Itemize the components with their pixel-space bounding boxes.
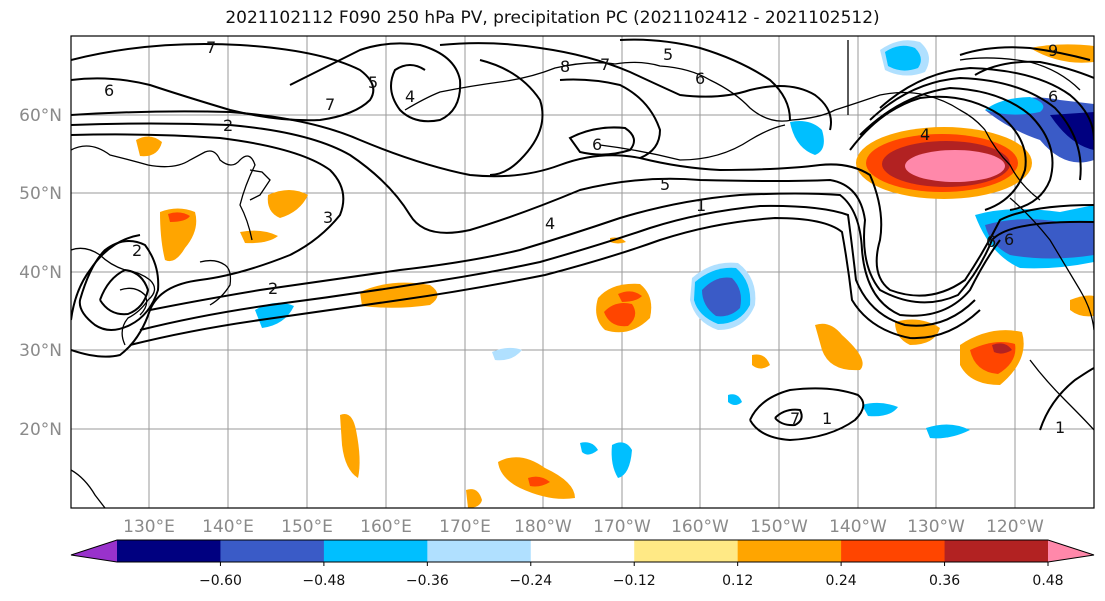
colorbar-segments [117, 540, 1049, 562]
colorbar-tick-label: −0.12 [613, 573, 656, 589]
lat-label: 60°N [19, 106, 62, 126]
contour-label: 1 [696, 196, 706, 215]
colorbar-segment [944, 540, 1049, 562]
contour-label: 4 [920, 125, 930, 144]
coastlines [71, 40, 1094, 508]
precipitation-shading [136, 40, 1094, 508]
colorbar-segment [323, 540, 428, 562]
contour-label: 6 [986, 232, 996, 251]
contour-label: 5 [663, 45, 673, 64]
lat-label: 20°N [19, 420, 62, 440]
contour-label: 7 [790, 409, 800, 428]
contour-label: 2 [223, 116, 233, 135]
pv-contours [71, 38, 1094, 442]
lon-label: 140°W [829, 517, 887, 537]
map-frame [70, 35, 1095, 509]
lon-label: 170°W [593, 517, 651, 537]
lat-label: 50°N [19, 184, 62, 204]
colorbar-segment [530, 540, 635, 562]
contour-label: 5 [368, 73, 378, 92]
colorbar-tick-label: −0.36 [406, 573, 449, 589]
contour-labels: 7 6 2 7 5 4 6 2 3 2 6 1 4 8 7 6 5 6 5 4 … [104, 38, 1065, 437]
map-title: 2021102112 F090 250 hPa PV, precipitatio… [225, 8, 880, 28]
contour-label: 2 [268, 279, 278, 298]
contour-label: 5 [660, 175, 670, 194]
latitude-labels: 60°N 50°N 40°N 30°N 20°N [19, 106, 62, 440]
lon-label: 160°W [671, 517, 729, 537]
colorbar-segment [737, 540, 842, 562]
contour-label: 1 [822, 409, 832, 428]
colorbar: −0.60 −0.48 −0.36 −0.24 −0.12 0.12 0.24 0.36 0.4… [70, 539, 1095, 589]
contour-label: 7 [325, 95, 335, 114]
contour-label: 6 [1048, 87, 1058, 106]
contour-label: 6 [104, 81, 114, 100]
contour-label: 7 [600, 55, 610, 74]
longitude-labels: 130°E 140°E 150°E 160°E 170°E 180°W 170°… [123, 517, 1044, 537]
colorbar-segment [841, 540, 946, 562]
lon-label: 140°E [202, 517, 254, 537]
colorbar-tick-label: 0.36 [929, 573, 960, 589]
colorbar-segment [427, 540, 532, 562]
contour-label: 4 [545, 214, 555, 233]
lat-label: 30°N [19, 341, 62, 361]
lon-label: 130°W [907, 517, 965, 537]
contour-label: 9 [1048, 41, 1058, 60]
contour-label: 6 [1004, 230, 1014, 249]
colorbar-tick-label: −0.24 [509, 573, 552, 589]
colorbar-ticks: −0.60 −0.48 −0.36 −0.24 −0.12 0.12 0.24 0.36 0.4… [199, 562, 1064, 589]
contour-label: 7 [206, 38, 216, 57]
colorbar-segment [220, 540, 325, 562]
lat-label: 40°N [19, 263, 62, 283]
lon-label: 150°W [750, 517, 808, 537]
lon-label: 120°W [986, 517, 1044, 537]
contour-label: 4 [405, 87, 415, 106]
colorbar-tick-label: 0.48 [1032, 573, 1063, 589]
colorbar-tick-label: −0.60 [199, 573, 242, 589]
colorbar-tick-label: 0.24 [826, 573, 857, 589]
lon-label: 160°E [360, 517, 412, 537]
colorbar-segment [634, 540, 739, 562]
lon-label: 130°E [123, 517, 175, 537]
contour-label: 8 [560, 57, 570, 76]
graticule [71, 36, 1094, 508]
colorbar-tick-label: −0.48 [302, 573, 345, 589]
contour-label: 3 [323, 208, 333, 227]
lon-label: 150°E [281, 517, 333, 537]
contour-label: 6 [592, 135, 602, 154]
colorbar-segment [117, 540, 221, 562]
colorbar-tick-label: 0.12 [722, 573, 753, 589]
lon-label: 180°W [514, 517, 572, 537]
contour-label: 2 [132, 241, 142, 260]
contour-label: 6 [695, 69, 705, 88]
lon-label: 170°E [439, 517, 491, 537]
contour-label: 1 [1055, 418, 1065, 437]
